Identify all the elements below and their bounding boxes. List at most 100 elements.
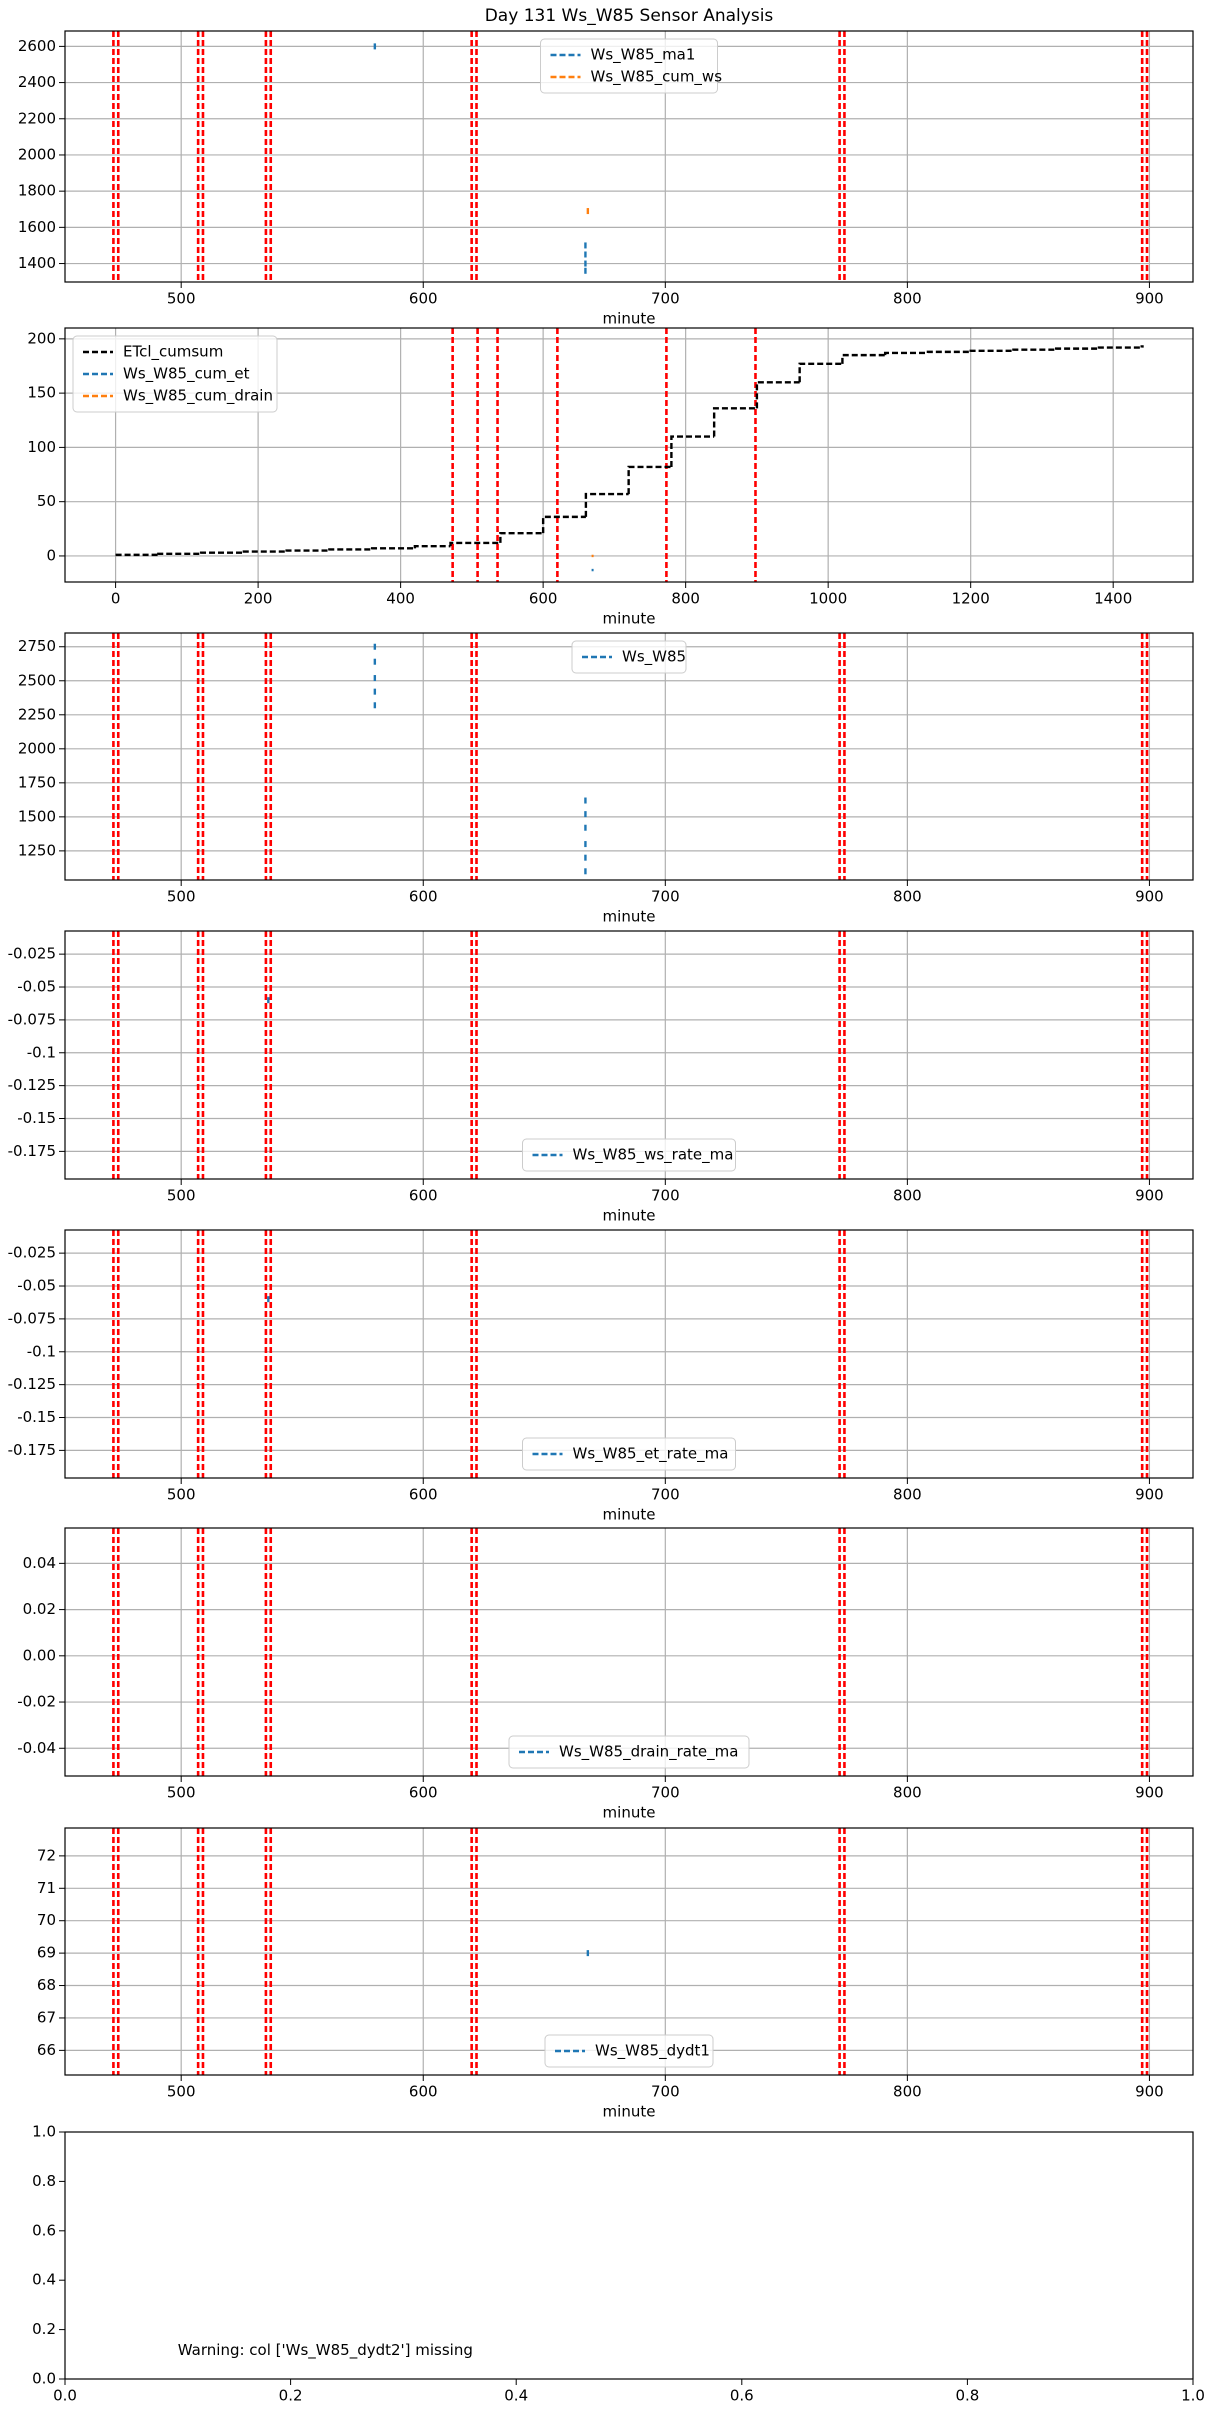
step-segment (798, 362, 843, 383)
legend: Ws_W85_et_rate_ma (522, 1437, 736, 1471)
y-tick-label: 200 (27, 329, 56, 347)
y-tick-label: -0.05 (17, 978, 56, 996)
x-tick-label: 900 (1135, 1187, 1164, 1205)
x-tick-label: 500 (167, 1784, 196, 1802)
data-point (584, 260, 587, 267)
data-point (373, 643, 377, 650)
step-segment (883, 351, 928, 356)
x-tick-label: 500 (167, 2083, 196, 2101)
step-segment (1012, 348, 1057, 351)
y-tick-label: -0.075 (8, 1010, 56, 1028)
y-tick-label: 1.0 (32, 2123, 56, 2141)
x-tick-label: 1400 (1094, 590, 1132, 608)
x-tick-label: 500 (167, 1486, 196, 1504)
step-segment (541, 515, 586, 534)
y-tick-label: 0.4 (32, 2271, 56, 2289)
y-tick-label: 150 (27, 384, 56, 402)
x-tick-label: 900 (1135, 2083, 1164, 2101)
y-tick-label: 0.00 (23, 1646, 56, 1664)
y-tick-label: 2500 (18, 671, 56, 689)
data-point (373, 43, 377, 50)
y-tick-label: 0.6 (32, 2221, 56, 2239)
data-point (584, 868, 587, 875)
x-tick-label: 500 (167, 290, 196, 308)
step-segment (499, 531, 544, 543)
x-tick-label: 800 (893, 290, 922, 308)
x-tick-label: 900 (1135, 888, 1164, 906)
x-tick-label: 800 (893, 2083, 922, 2101)
chart-title: Day 131 Ws_W85 Sensor Analysis (485, 6, 774, 26)
data-point (584, 242, 587, 249)
y-tick-label: 69 (37, 1944, 56, 1962)
legend-label: Ws_W85_drain_rate_ma (559, 1743, 738, 1762)
data-point (267, 1296, 270, 1303)
x-axis-label: minute (603, 1207, 656, 1225)
legend-label: Ws_W85_dydt1 (595, 2042, 710, 2061)
y-tick-label: -0.125 (8, 1375, 56, 1393)
x-axis-label: minute (603, 2103, 656, 2121)
x-tick-label: 800 (671, 590, 700, 608)
x-tick-label: 600 (529, 590, 558, 608)
step-segment (926, 350, 971, 354)
legend-box (522, 1437, 736, 1471)
legend-box (571, 640, 687, 674)
y-tick-label: 0.0 (32, 2370, 56, 2388)
y-tick-label: 72 (37, 1846, 56, 1864)
y-tick-label: 1250 (18, 841, 56, 859)
step-segment (285, 549, 330, 552)
x-axis-label: minute (603, 908, 656, 926)
x-tick-label: 0.6 (730, 2387, 754, 2405)
x-tick-label: 400 (386, 590, 415, 608)
step-segment (242, 550, 287, 553)
legend: Ws_W85_dydt1 (544, 2034, 714, 2068)
x-tick-label: 0.2 (279, 2387, 303, 2405)
y-tick-label: 0 (46, 546, 56, 564)
data-point (586, 1950, 590, 1957)
y-tick-label: 2000 (18, 145, 56, 163)
y-tick-label: -0.15 (17, 1109, 56, 1127)
x-tick-label: 0.4 (504, 2387, 528, 2405)
step-segment (370, 547, 415, 550)
y-tick-label: -0.15 (17, 1408, 56, 1426)
y-tick-label: -0.04 (17, 1739, 56, 1757)
data-point (267, 997, 270, 1004)
axes-frame (64, 2131, 1194, 2380)
x-tick-label: 700 (651, 290, 680, 308)
y-tick-label: 0.02 (23, 1600, 56, 1618)
axes-frame (64, 327, 1194, 583)
legend-box (522, 1138, 736, 1172)
legend: Ws_W85_drain_rate_ma (508, 1735, 750, 1769)
data-point (373, 702, 377, 709)
y-tick-label: -0.02 (17, 1693, 56, 1711)
legend-label: ETcl_cumsum (123, 343, 223, 362)
step-segment (584, 492, 629, 517)
y-tick-label: 2000 (18, 739, 56, 757)
step-segment (157, 552, 202, 555)
y-tick-label: 0.04 (23, 1554, 56, 1572)
y-tick-label: -0.075 (8, 1309, 56, 1327)
step-segment (670, 435, 715, 467)
legend-label: Ws_W85 (622, 648, 686, 667)
y-tick-label: -0.175 (8, 1142, 56, 1160)
x-tick-label: 700 (651, 2083, 680, 2101)
legend-label: Ws_W85_cum_et (123, 365, 250, 384)
x-tick-label: 700 (651, 1187, 680, 1205)
x-tick-label: 600 (409, 888, 438, 906)
x-tick-label: 900 (1135, 1486, 1164, 1504)
x-tick-label: 200 (244, 590, 273, 608)
data-point (584, 841, 587, 848)
legend-label: Ws_W85_ma1 (591, 46, 696, 65)
legend-label: Ws_W85_cum_drain (123, 387, 273, 406)
data-point (584, 251, 587, 258)
y-tick-label: -0.1 (27, 1342, 56, 1360)
legend: Ws_W85 (571, 640, 687, 674)
step-segment (328, 548, 373, 551)
legend-box (72, 335, 278, 413)
x-tick-label: 600 (409, 1784, 438, 1802)
legend-label: Ws_W85_et_rate_ma (573, 1445, 729, 1464)
y-tick-label: 100 (27, 438, 56, 456)
step-segment (449, 541, 501, 547)
data-point (373, 688, 377, 695)
step-segment (1097, 346, 1142, 349)
